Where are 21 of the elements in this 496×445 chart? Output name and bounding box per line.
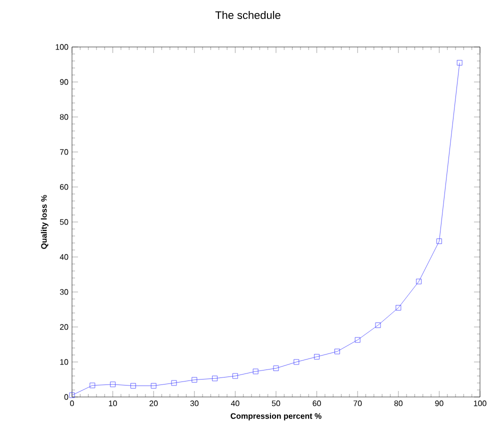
point [212,376,218,382]
point [354,337,360,343]
point [273,366,279,371]
point [314,354,320,360]
point [110,382,116,388]
point [130,383,136,388]
point [192,377,198,383]
point [69,392,75,398]
point [171,380,177,386]
point [436,238,442,244]
point [396,305,402,310]
point [416,278,422,284]
point [294,359,300,365]
point [456,60,462,66]
point [232,373,238,379]
point [334,348,340,354]
chart-title: The schedule [215,10,280,20]
point [252,368,258,374]
point [90,382,96,388]
point [150,383,156,388]
point [375,322,381,328]
